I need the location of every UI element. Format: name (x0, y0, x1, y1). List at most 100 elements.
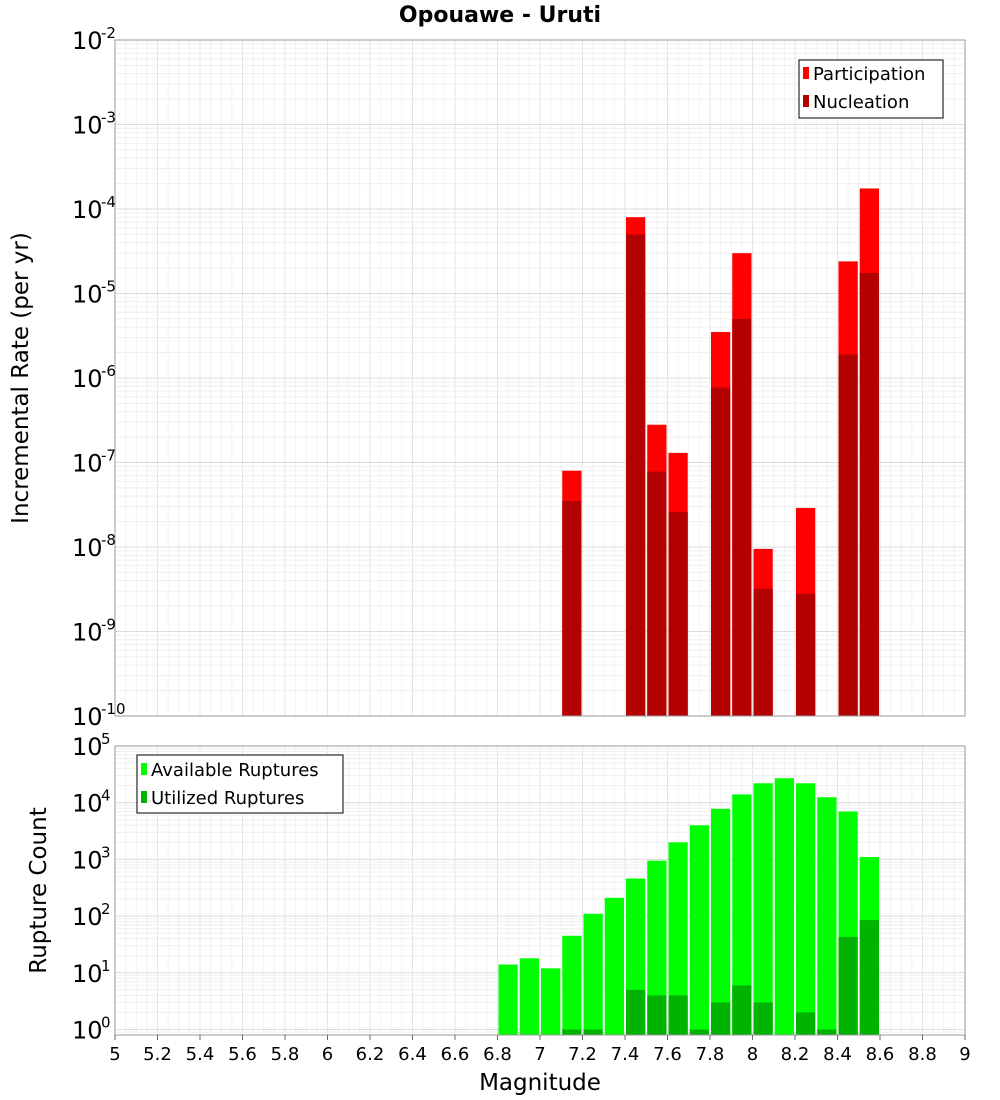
x-ticks: 5 5.2 5.4 5.6 5.8 6 6.2 6.4 6.6 6.8 7 7.2 7.4 7.6 7.8 8… (109, 1035, 971, 1065)
x-tick-label: 6.8 (483, 1044, 512, 1065)
bar-nucleation (732, 318, 752, 716)
bar-utilized (732, 985, 752, 1035)
bottom-y-tick-exponent: 4 (101, 787, 111, 805)
top-y-tick-label: 10 (72, 534, 103, 562)
bar-utilized (668, 995, 688, 1035)
x-tick-label: 6.2 (356, 1044, 385, 1065)
bar-available (498, 964, 518, 1035)
x-tick-label: 6.4 (398, 1044, 427, 1065)
x-tick-label: 8.2 (781, 1044, 810, 1065)
x-tick-label: 8.4 (823, 1044, 852, 1065)
x-tick-label: 5.8 (271, 1044, 300, 1065)
top-y-ticks: 10-210-310-410-510-610-710-810-910-10 (72, 24, 126, 731)
bar-utilized (647, 995, 667, 1035)
bottom-y-tick-label: 10 (72, 846, 103, 874)
bottom-y-tick-label: 10 (72, 790, 103, 818)
legend-label-nucleation: Nucleation (813, 92, 909, 113)
bar-available (817, 797, 837, 1035)
bar-available (562, 935, 582, 1035)
bottom-y-tick-label: 10 (72, 960, 103, 988)
x-tick-label: 5.4 (186, 1044, 215, 1065)
top-y-tick-exponent: -10 (101, 700, 126, 718)
top-y-tick-exponent: -4 (101, 193, 116, 211)
bottom-bars (498, 778, 879, 1035)
legend-swatch-nucleation (803, 95, 809, 107)
bar-nucleation (647, 471, 667, 716)
bottom-y-tick-label: 10 (72, 903, 103, 931)
x-tick-label: 6 (322, 1044, 333, 1065)
bar-nucleation (838, 354, 858, 716)
bottom-y-tick-exponent: 5 (101, 730, 111, 748)
x-tick-label: 8 (747, 1044, 758, 1065)
bar-nucleation (562, 501, 582, 716)
bar-utilized (838, 936, 858, 1035)
bar-nucleation (796, 593, 816, 716)
bar-utilized (817, 1029, 837, 1035)
bottom-y-tick-label: 10 (72, 1017, 103, 1045)
legend-label-available-ruptures: Available Ruptures (151, 760, 319, 781)
bottom-legend: Available Ruptures Utilized Ruptures (136, 754, 344, 814)
bottom-y-tick-exponent: 2 (101, 900, 111, 918)
top-y-tick-label: 10 (72, 703, 103, 731)
x-tick-label: 7.6 (653, 1044, 682, 1065)
bar-nucleation (753, 588, 773, 716)
top-y-tick-exponent: -6 (101, 362, 116, 380)
bar-utilized (796, 1012, 816, 1035)
top-y-tick-exponent: -8 (101, 531, 116, 549)
bar-utilized (689, 1029, 709, 1035)
bar-available (732, 794, 752, 1035)
x-tick-label: 7 (534, 1044, 545, 1065)
bar-available (583, 913, 603, 1035)
bar-nucleation (711, 387, 731, 716)
bar-available (711, 808, 731, 1035)
top-y-tick-exponent: -9 (101, 616, 116, 634)
top-y-tick-label: 10 (72, 281, 103, 309)
bar-available (774, 778, 794, 1035)
bar-available (647, 860, 667, 1035)
chart-title: Opouawe - Uruti (399, 3, 601, 28)
top-y-tick-exponent: -7 (101, 447, 116, 465)
x-tick-label: 5 (109, 1044, 120, 1065)
bottom-legend-box (136, 754, 344, 814)
bar-available (519, 958, 539, 1035)
bar-utilized (711, 1002, 731, 1035)
x-tick-label: 9 (959, 1044, 970, 1065)
legend-swatch-utilized-ruptures (141, 791, 147, 803)
bar-available (668, 842, 688, 1035)
x-tick-label: 8.6 (866, 1044, 895, 1065)
bar-utilized (753, 1002, 773, 1035)
bar-available (753, 783, 773, 1035)
top-y-tick-exponent: -5 (101, 278, 116, 296)
top-legend-box (798, 59, 944, 119)
x-tick-label: 7.8 (696, 1044, 725, 1065)
top-y-tick-label: 10 (72, 619, 103, 647)
legend-swatch-available-ruptures (141, 763, 147, 775)
top-y-tick-exponent: -2 (101, 24, 116, 42)
top-plot-frame (114, 39, 966, 717)
bottom-y-tick-label: 10 (72, 733, 103, 761)
top-y-axis-label: Incremental Rate (per yr) (8, 232, 34, 524)
x-axis-label: Magnitude (479, 1070, 601, 1096)
x-tick-label: 6.6 (441, 1044, 470, 1065)
bar-available (604, 897, 624, 1035)
bar-nucleation (668, 511, 688, 716)
bottom-y-tick-exponent: 1 (101, 957, 111, 975)
x-tick-label: 7.4 (611, 1044, 640, 1065)
top-grid (114, 39, 966, 717)
bar-utilized (562, 1029, 582, 1035)
top-legend: Participation Nucleation (798, 59, 944, 119)
bar-nucleation (859, 272, 879, 716)
top-y-tick-label: 10 (72, 27, 103, 55)
x-tick-label: 5.2 (143, 1044, 172, 1065)
bar-utilized (859, 920, 879, 1035)
bar-nucleation (626, 234, 646, 717)
top-y-tick-label: 10 (72, 450, 103, 478)
bottom-y-tick-exponent: 0 (101, 1014, 111, 1032)
legend-label-participation: Participation (813, 64, 925, 85)
bar-utilized (626, 989, 646, 1035)
top-y-tick-label: 10 (72, 112, 103, 140)
bar-available (689, 825, 709, 1035)
x-tick-label: 7.2 (568, 1044, 597, 1065)
